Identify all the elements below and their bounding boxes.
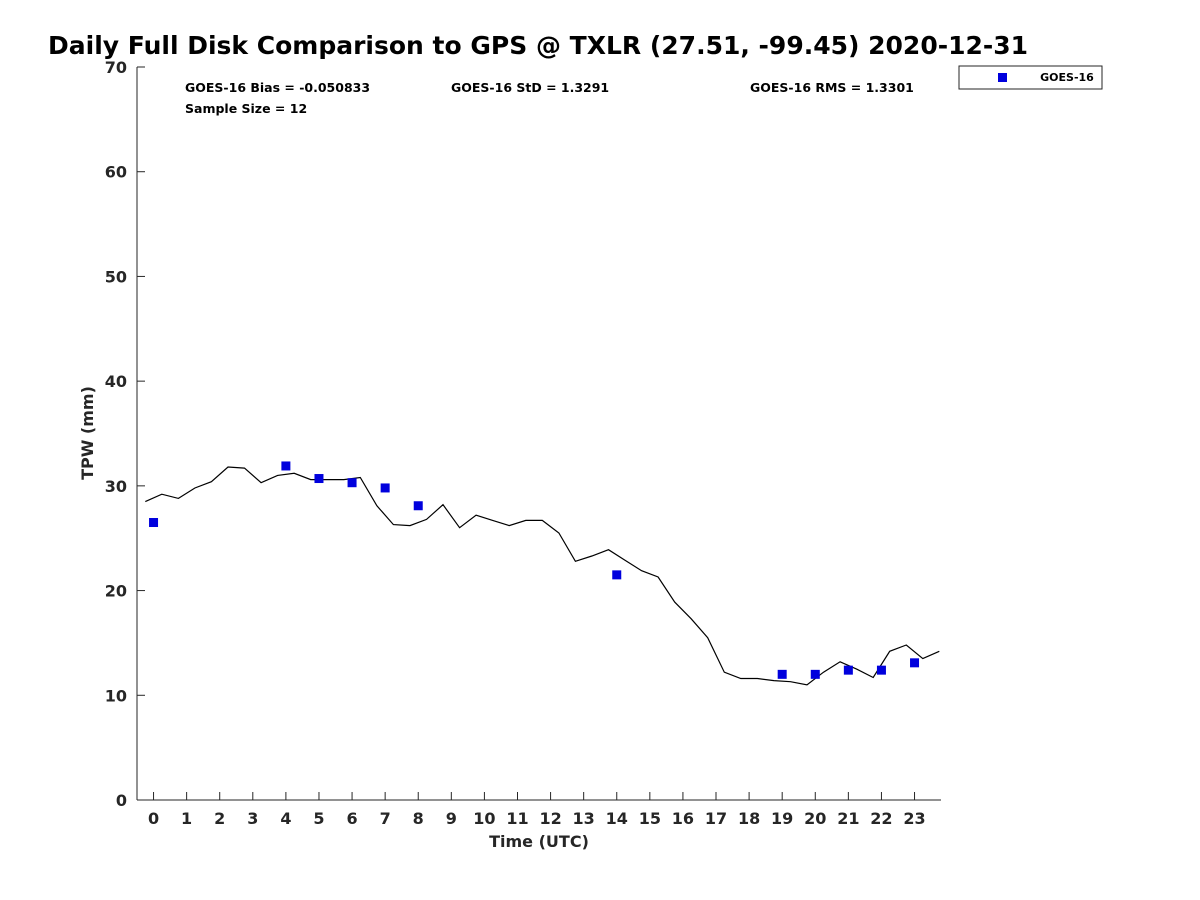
y-tick-label: 30 [105, 477, 127, 496]
x-tick-label: 1 [181, 809, 192, 828]
x-tick-label: 20 [804, 809, 826, 828]
y-axis-label: TPW (mm) [78, 386, 97, 480]
x-tick-label: 3 [247, 809, 258, 828]
x-tick-label: 17 [705, 809, 727, 828]
goes16-point [777, 669, 787, 679]
goes16-point [380, 483, 390, 493]
x-tick-label: 23 [903, 809, 925, 828]
x-tick-label: 9 [446, 809, 457, 828]
sample-size-stat: Sample Size = 12 [185, 101, 307, 116]
y-tick-label: 10 [105, 686, 127, 705]
plot-area [145, 461, 940, 686]
rms-stat: GOES-16 RMS = 1.3301 [750, 80, 914, 95]
x-tick-label: 8 [413, 809, 424, 828]
x-tick-label: 22 [870, 809, 892, 828]
x-tick-label: 21 [837, 809, 859, 828]
x-tick-label: 16 [672, 809, 694, 828]
x-tick-label: 4 [280, 809, 291, 828]
x-tick-label: 15 [639, 809, 661, 828]
legend-box [958, 65, 1103, 90]
x-tick-label: 14 [606, 809, 628, 828]
x-tick-label: 2 [214, 809, 225, 828]
bias-stat: GOES-16 Bias = -0.050833 [185, 80, 370, 95]
goes16-point [876, 665, 886, 675]
x-tick-label: 5 [313, 809, 324, 828]
goes16-point [314, 474, 324, 484]
x-tick-label: 0 [148, 809, 159, 828]
chart-title: Daily Full Disk Comparison to GPS @ TXLR… [48, 31, 1028, 60]
std-stat: GOES-16 StD = 1.3291 [451, 80, 609, 95]
x-tick-label: 12 [539, 809, 561, 828]
goes16-point [612, 570, 622, 580]
x-tick-label: 11 [506, 809, 528, 828]
y-tick-label: 20 [105, 582, 127, 601]
x-tick-label: 6 [346, 809, 357, 828]
x-tick-label: 13 [573, 809, 595, 828]
goes16-point [347, 478, 357, 488]
y-axis-ticks: 0 10 20 30 40 50 60 70 [105, 58, 145, 810]
x-tick-label: 10 [473, 809, 495, 828]
goes16-point [810, 669, 820, 679]
y-tick-label: 60 [105, 163, 127, 182]
legend-marker [998, 73, 1007, 82]
x-tick-label: 18 [738, 809, 760, 828]
goes16-point [910, 658, 920, 668]
gps-tpw-line [145, 466, 940, 686]
goes16-point [843, 665, 853, 675]
x-tick-label: 7 [380, 809, 391, 828]
legend-label: GOES-16 [1040, 71, 1094, 84]
goes16-point [281, 461, 291, 471]
y-tick-label: 0 [116, 791, 127, 810]
goes16-point [149, 518, 159, 528]
y-tick-label: 70 [105, 58, 127, 77]
x-axis-ticks: 0 1 2 3 4 5 6 7 8 9 10 11 12 13 14 15 16 17 18 19 20 21 22 23 [148, 792, 926, 828]
y-tick-label: 40 [105, 372, 127, 391]
legend: GOES-16 [958, 65, 1103, 90]
y-tick-label: 50 [105, 267, 127, 286]
x-axis-label: Time (UTC) [489, 832, 589, 851]
goes16-point [413, 501, 423, 511]
x-tick-label: 19 [771, 809, 793, 828]
